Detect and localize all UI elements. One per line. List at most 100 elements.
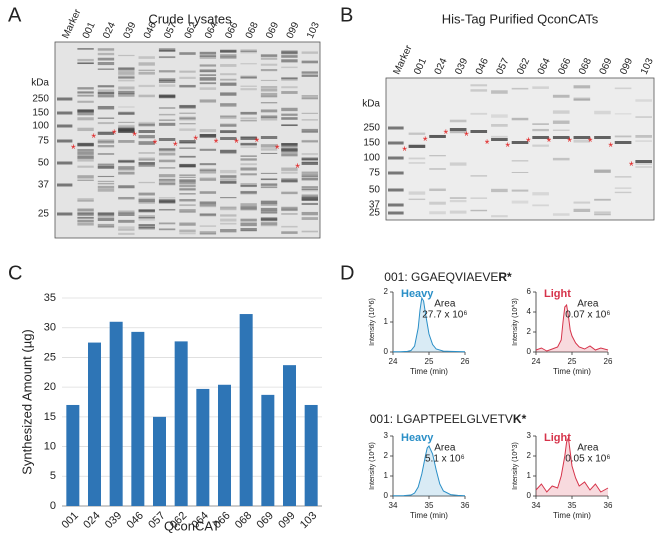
gel-band — [199, 225, 217, 227]
gel-band — [301, 173, 318, 176]
gel-band — [240, 49, 257, 52]
gel-band — [301, 196, 318, 200]
gel-band — [158, 84, 176, 87]
gel-band — [97, 117, 115, 119]
gel-band — [220, 130, 237, 133]
x-tick-label: 039 — [103, 510, 124, 531]
marker-band — [388, 171, 404, 175]
gel-band — [220, 151, 237, 155]
gel-band — [552, 129, 570, 131]
gel-band — [158, 56, 176, 59]
gel-band — [491, 188, 508, 193]
main-band — [594, 136, 611, 139]
gel-band — [301, 97, 318, 100]
gel-band — [138, 135, 155, 138]
gel-band — [97, 91, 115, 94]
gel-band — [552, 110, 570, 114]
gel-band — [240, 143, 257, 146]
gel-band — [77, 179, 94, 181]
gel-band — [301, 71, 318, 74]
x-tick-label: 26 — [461, 357, 470, 366]
marker-label: 75 — [369, 168, 381, 179]
x-tick-label: 069 — [255, 510, 276, 531]
gel-band — [635, 116, 652, 118]
gel-band — [281, 207, 298, 211]
gel-band — [199, 55, 217, 58]
gel-band — [260, 88, 278, 92]
gel-band — [281, 107, 298, 112]
bar — [239, 314, 253, 506]
asterisk: * — [153, 137, 158, 151]
bar — [88, 342, 101, 506]
gel-band — [301, 175, 318, 178]
gel-band — [77, 117, 94, 121]
gel-band — [301, 60, 318, 64]
gel-band — [260, 212, 278, 214]
gel-band — [97, 165, 115, 169]
gel-band — [138, 69, 155, 71]
gel-band — [138, 141, 155, 144]
marker-band — [57, 111, 73, 115]
marker-label: 37 — [369, 200, 381, 211]
gel-band — [301, 186, 318, 189]
gel-band — [301, 158, 318, 160]
lane-label: 068 — [577, 56, 594, 76]
asterisk: * — [112, 127, 117, 141]
gel-band — [138, 216, 155, 220]
gel-band — [138, 94, 155, 98]
y-tick-label: 6 — [527, 287, 532, 296]
gel-band — [138, 224, 155, 226]
gel-band — [97, 94, 115, 98]
x-axis-label: Time (min) — [410, 367, 448, 376]
gel-band — [429, 211, 446, 215]
gel-band — [97, 89, 115, 92]
gel-band — [138, 211, 155, 213]
gel-band — [552, 157, 570, 161]
asterisk: * — [485, 137, 490, 151]
gel-band — [281, 91, 298, 94]
gel-band — [240, 230, 257, 232]
lane-label: 103 — [305, 20, 322, 40]
gel-band — [97, 85, 115, 87]
gel-band — [470, 84, 488, 87]
gel-band — [408, 132, 426, 135]
marker-label: 25 — [369, 208, 381, 219]
gel-band — [179, 182, 196, 185]
gel-band — [260, 54, 278, 57]
gel-band — [573, 201, 591, 204]
gel-band — [77, 151, 94, 155]
gel-band — [179, 204, 196, 207]
bar — [261, 394, 275, 506]
peak-area — [536, 305, 608, 352]
gel-band — [138, 84, 155, 88]
annotation: Area — [434, 299, 456, 310]
gel-band — [511, 171, 529, 173]
gel-band — [158, 154, 176, 156]
gel-band — [635, 162, 652, 165]
gel-band — [281, 153, 298, 157]
gel-band — [199, 169, 217, 172]
asterisk: * — [402, 144, 407, 158]
bar — [109, 321, 123, 506]
asterisk: * — [547, 135, 552, 149]
x-tick-label: 24 — [532, 357, 541, 366]
gel-band — [138, 159, 155, 161]
asterisk: * — [214, 136, 219, 150]
gel-band — [552, 94, 570, 98]
gel-band — [138, 121, 155, 125]
gel-band — [240, 143, 257, 146]
gel-band — [158, 167, 176, 169]
gel-band — [77, 199, 94, 202]
gel-band — [281, 191, 298, 195]
gel-band — [97, 223, 115, 226]
gel-band — [449, 210, 467, 214]
gel-band — [77, 48, 94, 50]
gel-band — [158, 167, 176, 169]
gel-band — [118, 111, 135, 115]
gel-band — [532, 123, 549, 125]
gel-band — [260, 92, 278, 96]
gel-band — [199, 129, 217, 133]
gel-band — [138, 181, 155, 184]
trace — [535, 436, 609, 493]
